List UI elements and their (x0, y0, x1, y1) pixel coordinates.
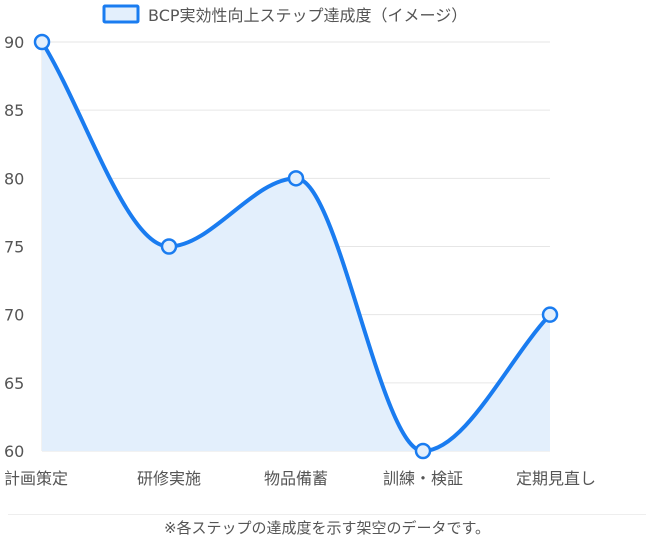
y-tick-label: 70 (4, 306, 24, 325)
x-tick-label: 計画策定 (4, 469, 68, 488)
x-tick-label: 研修実施 (137, 469, 201, 488)
x-axis-ticks: 計画策定 研修実施 物品備蓄 訓練・検証 定期見直し (4, 469, 596, 488)
series-area (42, 42, 550, 451)
y-tick-label: 75 (4, 238, 24, 257)
footer-divider (8, 514, 646, 515)
y-axis-ticks: 60 65 70 75 80 85 90 (4, 33, 24, 461)
data-point[interactable] (33, 33, 51, 51)
x-tick-label: 訓練・検証 (383, 469, 463, 488)
y-tick-label: 80 (4, 169, 24, 188)
x-tick-label: 物品備蓄 (264, 469, 328, 488)
area-fill-layer (42, 42, 550, 451)
legend-label[interactable]: BCP実効性向上ステップ達成度（イメージ） (148, 6, 467, 25)
line-chart: 60 65 70 75 80 85 90 計画策定 研修実施 物品備蓄 訓練・検証 定期見直し BC… (4, 4, 596, 488)
data-point[interactable] (287, 170, 305, 187)
y-tick-label: 60 (4, 442, 24, 461)
legend[interactable]: BCP実効性向上ステップ達成度（イメージ） (102, 4, 467, 25)
x-tick-label: 定期見直し (516, 469, 596, 488)
data-point[interactable] (541, 306, 559, 323)
legend-swatch[interactable] (102, 4, 140, 24)
chart-area: 60 65 70 75 80 85 90 計画策定 研修実施 物品備蓄 訓練・検証 定期見直し BC… (4, 4, 596, 488)
y-tick-label: 90 (4, 33, 24, 52)
data-point[interactable] (414, 442, 432, 460)
footnote: ※各ステップの達成度を示す架空のデータです。 (163, 519, 491, 537)
y-tick-label: 85 (4, 101, 24, 120)
data-point[interactable] (160, 238, 178, 255)
y-tick-label: 65 (4, 374, 24, 393)
data-points-layer (33, 33, 559, 460)
